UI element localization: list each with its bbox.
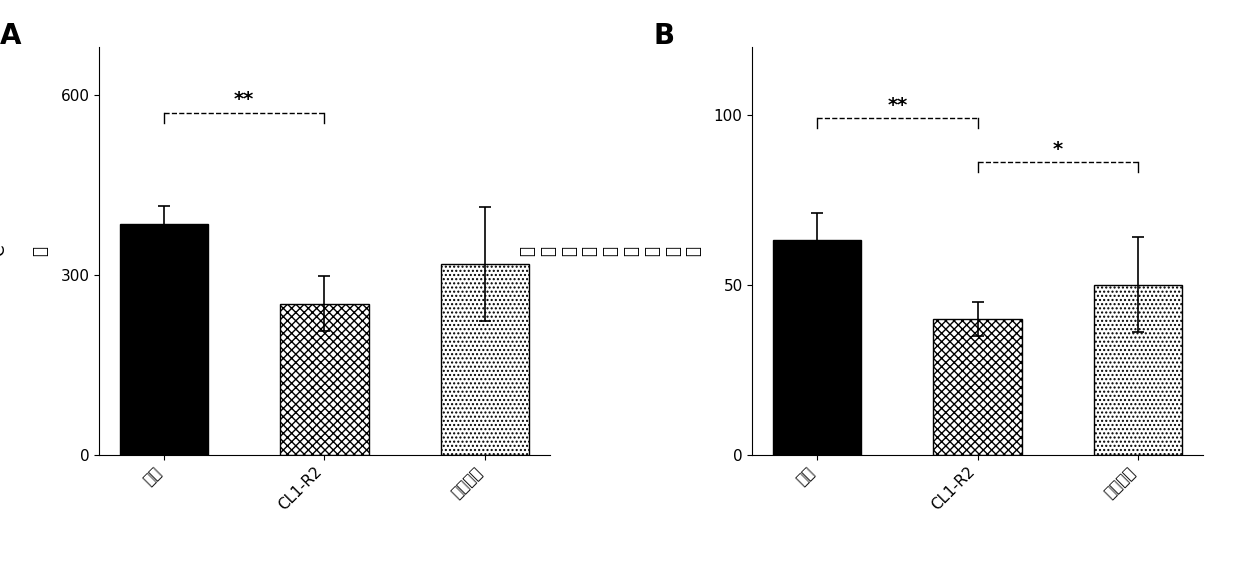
Text: **: ** — [887, 96, 908, 115]
Bar — [934, 319, 1022, 455]
Bar — [773, 240, 861, 455]
Bar — [280, 304, 368, 455]
Bar — [441, 264, 529, 455]
Bar — [1094, 285, 1182, 455]
Text: A: A — [0, 22, 21, 50]
Bar — [120, 224, 208, 455]
Y-axis label: 每
切
片
平
均
血
管
内
腔: 每 切 片 平 均 血 管 内 腔 — [518, 245, 703, 256]
Text: *: * — [1053, 140, 1063, 159]
Text: **: ** — [234, 90, 254, 110]
Y-axis label: 每
切
片
平
均
 
E
C
 
核: 每 切 片 平 均 E C 核 — [0, 245, 50, 257]
Text: B: B — [653, 22, 675, 50]
